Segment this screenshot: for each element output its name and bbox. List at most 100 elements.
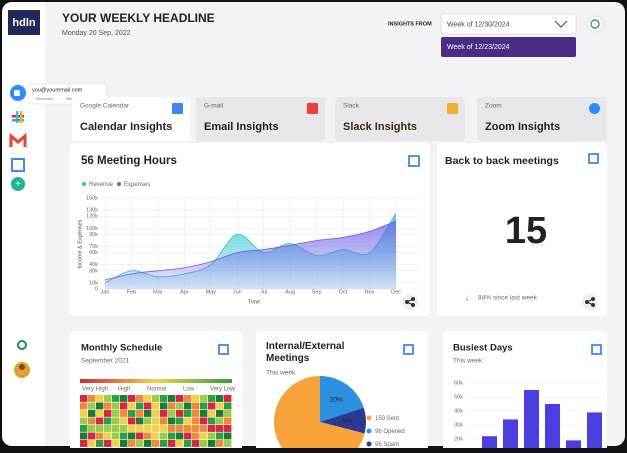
logo-box [8,10,40,35]
heat-cell [224,417,232,425]
heat-cell [104,440,112,447]
line [104,220,397,281]
heat-cell [152,425,160,432]
share-button[interactable] [402,294,418,310]
heat-cell [200,432,208,440]
heat-cell [184,402,192,410]
x-tick-label: May [206,289,217,295]
legend-marker [366,415,372,421]
heat-cell [200,395,208,402]
heat-cell [152,432,160,440]
add-button[interactable] [11,177,25,191]
heat-cell [96,395,104,402]
heat-cell [176,410,184,417]
week-option[interactable] [441,37,576,57]
legend-label: Very Low [210,387,235,393]
card-subtitle: This week [266,370,296,377]
gcal-icon [591,344,602,355]
heat-cell [128,417,136,425]
heat-cell [192,432,200,440]
heat-cell [176,395,184,402]
card-subtitle: This week [453,358,483,365]
zoom-glyph [14,90,20,96]
avatar-face [19,364,25,370]
heat-cell [160,402,168,410]
card-title: 56 Meeting Hours [81,155,177,167]
tab[interactable] [196,97,325,141]
week-select[interactable] [440,13,577,35]
big-number: 15 [505,210,547,252]
x-tick-label: Dec [391,289,401,295]
legend-label: 96 Opened [375,429,405,435]
tab-source: G-mail [204,103,224,110]
tabs: Google Calendar Calendar Insights G-mail Em… [72,97,607,141]
slack-icon[interactable] [12,111,24,123]
tab-source: Zoom [485,103,502,110]
gmail-icon[interactable] [9,132,27,147]
card-title-box: Internal/External Meetings [266,341,344,364]
y-tick-label: 40k [454,408,463,414]
heat-cell [88,410,96,417]
heat-cell [120,417,128,425]
heat-cell [80,395,88,402]
y-tick-label: 20k [454,436,463,442]
heat-cell [160,440,168,447]
bar-chart: 20k 30k 40k 50k 60k [454,380,604,453]
legend-marker [366,428,372,434]
heat-cell [88,440,96,447]
y-tick-label: 0 [95,286,98,292]
heat-cell [128,410,136,417]
help-button[interactable] [586,15,604,33]
settings-icon[interactable] [17,340,27,350]
card-title: Monthly Schedule [81,343,162,354]
heat-cell [192,410,200,417]
y-axis-label: Income & Expenses [77,219,83,268]
heat-cell [144,425,152,432]
x-tick-label: Jan [101,289,110,295]
legend-label: High [118,387,130,393]
gcal-icon [408,155,420,167]
heat-cell [96,402,104,410]
heat-cell [120,402,128,410]
heat-cell [152,440,160,447]
tab-icon [589,103,600,114]
x-axis-label: Time [248,299,260,305]
heat-cell [144,417,152,425]
tab-title: Email Insights [204,121,279,133]
pie-slice [274,376,365,453]
heat-cell [80,432,88,440]
legend-label: 150 Sent [375,416,399,422]
gcal-icon [403,344,414,355]
heat-cell [168,395,176,402]
tab[interactable] [72,97,190,141]
x-tick-label: Feb [127,289,136,295]
sidebar [2,2,45,446]
heat-cell [192,395,200,402]
x-tick-label: Apr [180,289,189,295]
heat-cell [224,432,232,440]
heat-cell [112,395,120,402]
heat-scale [80,379,232,383]
heatmap [80,395,232,447]
heat-cell [80,402,88,410]
tab[interactable] [477,97,607,141]
y-tick-label: 30k [89,268,98,274]
week-option-label: Week of 12/23/2024 [447,44,510,51]
y-tick-label: 100k [86,226,98,232]
tab-title: Slack Insights [343,121,417,133]
insights-label: INSIGHTS FROM [388,21,432,27]
heat-cell [208,425,216,432]
heat-cell [136,440,144,447]
legend-label: Normal [147,387,166,393]
share-button[interactable] [582,294,598,310]
tab[interactable] [335,97,465,141]
gcal-icon[interactable] [11,158,25,172]
x-tick-label: Oct [339,289,348,295]
heat-cell [216,417,224,425]
y-tick-label: 60k [454,380,463,386]
heat-cell [200,440,208,447]
disconnect[interactable]: Disconnect [36,97,53,101]
help-glyph [590,19,600,29]
heat-cell [88,417,96,425]
y-tick-label: 50k [454,394,463,400]
